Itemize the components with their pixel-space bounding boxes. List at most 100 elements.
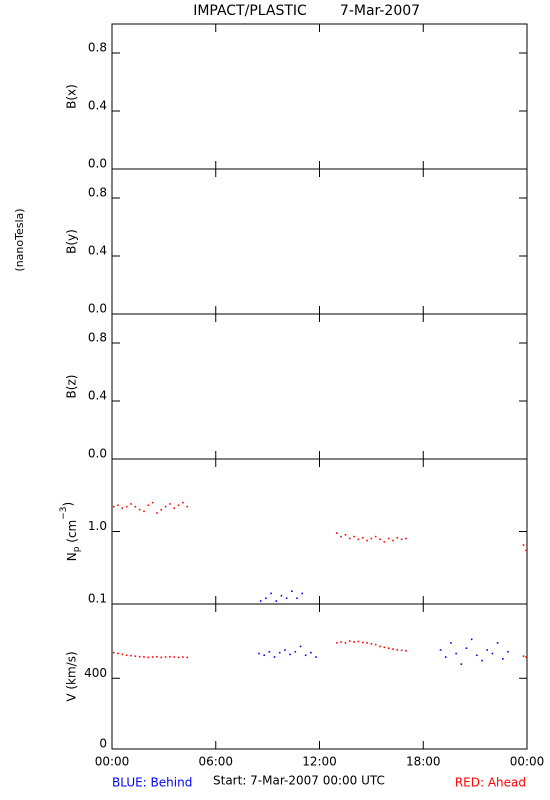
units-label: (nanoTesla) bbox=[13, 208, 26, 271]
data-point bbox=[439, 649, 442, 651]
data-point bbox=[263, 654, 265, 657]
y-axis-label: B(z) bbox=[65, 375, 79, 399]
y-axis-label-part: ) bbox=[61, 502, 75, 507]
data-point bbox=[353, 535, 355, 538]
data-point bbox=[258, 652, 260, 655]
data-point bbox=[486, 649, 489, 651]
y-tick-label: 0.4 bbox=[88, 99, 107, 113]
data-point bbox=[344, 534, 347, 536]
data-point bbox=[173, 656, 176, 658]
x-tick-label: 06:00 bbox=[198, 755, 233, 769]
data-point bbox=[285, 597, 288, 600]
data-point bbox=[291, 590, 293, 593]
data-point bbox=[259, 600, 262, 602]
data-point bbox=[164, 505, 167, 508]
y-tick-label: 0.0 bbox=[88, 157, 107, 171]
data-point bbox=[335, 532, 338, 534]
data-point bbox=[278, 651, 281, 654]
data-point bbox=[130, 503, 132, 505]
data-point bbox=[112, 505, 115, 508]
data-point bbox=[455, 652, 457, 655]
footer-start: Start: 7-Mar-2007 00:00 UTC bbox=[213, 774, 385, 788]
data-point bbox=[270, 592, 272, 595]
data-point bbox=[156, 655, 158, 658]
data-point bbox=[370, 642, 373, 645]
panel-frame bbox=[111, 603, 528, 750]
data-point bbox=[117, 504, 119, 507]
data-point bbox=[370, 537, 373, 540]
y-tick-label: 1.0 bbox=[88, 519, 107, 533]
data-point bbox=[379, 538, 381, 541]
data-point bbox=[301, 592, 304, 595]
data-point bbox=[268, 650, 271, 653]
y-tick-label: 0.8 bbox=[88, 186, 107, 200]
data-point bbox=[470, 638, 473, 641]
panel-frame bbox=[111, 313, 528, 460]
data-point bbox=[147, 504, 150, 507]
data-point bbox=[169, 655, 171, 658]
panel-frame bbox=[111, 168, 528, 315]
data-point bbox=[299, 645, 302, 648]
data-point bbox=[125, 654, 128, 657]
y-tick-label: 0.0 bbox=[88, 447, 107, 461]
y-tick-label: 0.4 bbox=[88, 389, 107, 403]
y-tick-label: 0.1 bbox=[88, 592, 107, 606]
panel-frame bbox=[111, 23, 528, 170]
data-point bbox=[156, 512, 158, 514]
x-tick-label: 18:00 bbox=[406, 755, 441, 769]
data-point bbox=[383, 646, 386, 649]
y-tick-label: 0.8 bbox=[88, 41, 107, 55]
footer-behind: BLUE: Behind bbox=[112, 776, 192, 790]
y-axis-label-part: p bbox=[72, 546, 82, 552]
data-point bbox=[396, 649, 399, 651]
data-point bbox=[400, 649, 403, 652]
data-point bbox=[186, 505, 189, 508]
data-point bbox=[465, 647, 468, 650]
data-point bbox=[284, 649, 286, 651]
data-point bbox=[507, 650, 509, 653]
y-axis-label-part: −3 bbox=[59, 506, 69, 519]
data-point bbox=[392, 648, 394, 650]
data-point bbox=[280, 594, 283, 597]
data-point bbox=[525, 549, 527, 552]
data-point bbox=[138, 655, 141, 658]
data-point bbox=[177, 656, 180, 659]
y-axis-label: V (km/s) bbox=[65, 651, 79, 701]
data-point bbox=[374, 643, 377, 646]
data-point bbox=[357, 538, 360, 541]
x-tick-label: 00:00 bbox=[95, 755, 130, 769]
y-axis-label: B(y) bbox=[65, 229, 79, 254]
data-point bbox=[315, 656, 317, 658]
data-point bbox=[357, 640, 360, 643]
data-point bbox=[501, 658, 504, 660]
y-axis-label-part: N bbox=[65, 552, 79, 561]
data-point bbox=[186, 656, 189, 659]
data-point bbox=[387, 647, 390, 650]
data-point bbox=[366, 539, 368, 542]
chart-date: 7-Mar-2007 bbox=[340, 3, 420, 19]
y-tick-label: 0.4 bbox=[88, 244, 107, 258]
y-tick-label: 0 bbox=[99, 737, 107, 751]
data-point bbox=[173, 507, 176, 509]
data-point bbox=[112, 651, 115, 654]
data-point bbox=[182, 656, 184, 658]
x-tick-label: 00:00 bbox=[510, 755, 545, 769]
data-point bbox=[143, 510, 145, 513]
data-point bbox=[147, 656, 150, 659]
data-point bbox=[275, 600, 278, 602]
panel-frame bbox=[111, 458, 528, 605]
data-point bbox=[366, 642, 368, 644]
data-point bbox=[522, 655, 525, 657]
data-point bbox=[121, 507, 124, 509]
data-point bbox=[340, 535, 342, 538]
data-point bbox=[310, 651, 312, 654]
data-point bbox=[353, 641, 355, 643]
data-point bbox=[151, 501, 154, 504]
x-tick-label: 12:00 bbox=[302, 755, 337, 769]
data-point bbox=[396, 536, 399, 539]
data-point bbox=[340, 641, 342, 643]
data-point bbox=[177, 504, 180, 507]
data-point bbox=[522, 544, 525, 546]
data-point bbox=[130, 654, 132, 657]
